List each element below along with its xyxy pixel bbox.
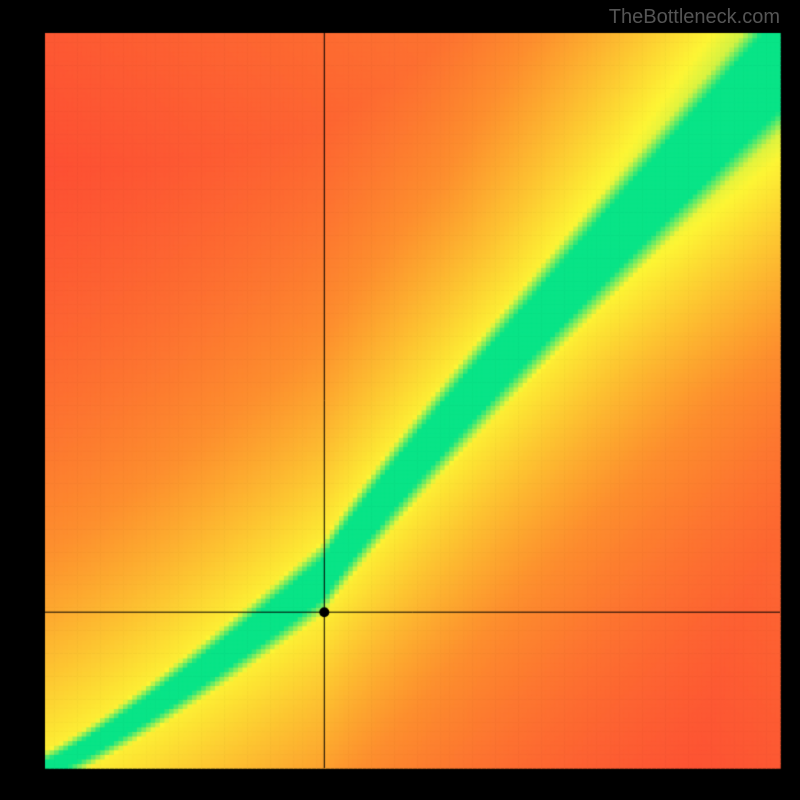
heatmap-canvas — [0, 0, 800, 800]
watermark-text: TheBottleneck.com — [609, 6, 780, 29]
bottleneck-chart-wrap: TheBottleneck.com — [0, 0, 800, 800]
